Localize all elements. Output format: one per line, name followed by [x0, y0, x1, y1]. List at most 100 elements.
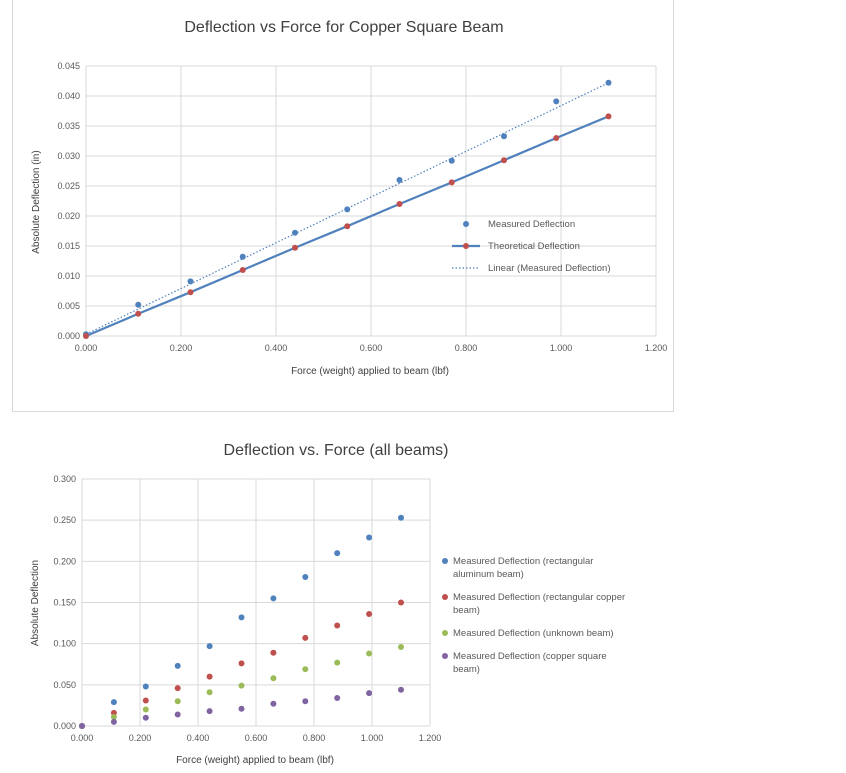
data-point: [396, 201, 403, 207]
legend-label: Measured Deflection: [488, 219, 575, 230]
legend-label: Measured Deflection (rectangular: [453, 556, 593, 567]
legend-entry: Measured Deflection (unknown beam): [442, 628, 614, 639]
data-point: [174, 662, 181, 669]
legend: Measured Deflection (rectangular aluminum…: [442, 556, 625, 675]
data-point: [142, 683, 149, 690]
y-axis-label: Absolute Deflection: [30, 560, 41, 646]
y-tick-label: 0.000: [53, 721, 76, 731]
data-point: [239, 267, 246, 273]
data-point: [398, 686, 404, 693]
gridlines: [81, 478, 431, 727]
data-point: [396, 177, 403, 183]
legend-label: beam): [453, 605, 480, 616]
data-point: [292, 244, 298, 251]
tick-labels: 0.000 0.005 0.010 0.015 0.020 0.025 0.030 0.035…: [57, 61, 667, 353]
y-tick-label: 0.030: [57, 151, 80, 161]
data-point: [270, 700, 277, 707]
x-tick-label: 1.000: [550, 343, 573, 353]
data-point: [366, 534, 373, 541]
y-tick-label: 0.300: [53, 474, 76, 484]
gridlines: [85, 65, 657, 337]
chart-title: Deflection vs Force for Copper Square Be…: [184, 19, 503, 36]
x-tick-label: 1.200: [419, 733, 442, 743]
chart-copper-square-beam: Deflection vs Force for Copper Square Be…: [12, 0, 674, 412]
data-point: [448, 157, 455, 164]
data-point: [238, 660, 245, 667]
data-point: [135, 310, 142, 317]
data-point: [187, 289, 194, 296]
y-tick-label: 0.040: [57, 91, 80, 101]
y-tick-label: 0.015: [57, 241, 80, 251]
chart-1-svg: Deflection vs Force for Copper Square Be…: [31, 19, 667, 377]
data-point: [174, 711, 181, 718]
x-tick-label: 0.600: [245, 733, 268, 743]
x-axis-label: Force (weight) applied to beam (lbf): [291, 366, 449, 377]
data-point: [334, 695, 341, 702]
data-point: [174, 685, 181, 692]
legend-marker: [442, 653, 448, 659]
chart-2-svg: Deflection vs. Force (all beams) 0.000 0.…: [30, 442, 625, 766]
data-point: [239, 253, 246, 260]
data-points: [83, 79, 612, 339]
data-point: [344, 223, 351, 230]
data-point: [501, 133, 507, 140]
x-tick-label: 1.000: [361, 733, 384, 743]
chart-title: Deflection vs. Force (all beams): [224, 442, 449, 459]
data-point: [605, 113, 612, 120]
data-point: [398, 643, 404, 650]
y-tick-label: 0.250: [53, 515, 76, 525]
data-points: [79, 514, 404, 729]
x-tick-label: 0.400: [265, 343, 288, 353]
legend-entry: Linear (Measured Deflection): [452, 263, 611, 274]
data-point: [79, 723, 85, 729]
data-point: [135, 301, 142, 308]
y-tick-label: 0.200: [53, 556, 76, 566]
x-tick-label: 1.200: [645, 343, 668, 353]
x-tick-label: 0.000: [75, 343, 98, 353]
trendline-series: [85, 82, 609, 335]
y-tick-label: 0.100: [53, 639, 76, 649]
chart-all-beams: Deflection vs. Force (all beams) 0.000 0.…: [0, 428, 846, 773]
legend-label: Measured Deflection (unknown beam): [453, 628, 614, 639]
data-point: [302, 666, 309, 673]
legend-marker: [463, 243, 469, 249]
y-tick-label: 0.020: [57, 211, 80, 221]
x-tick-label: 0.400: [187, 733, 210, 743]
legend-label: beam): [453, 664, 480, 675]
data-point: [398, 514, 404, 521]
data-point: [206, 673, 213, 680]
legend-label: Linear (Measured Deflection): [488, 263, 611, 274]
data-point: [366, 650, 373, 657]
data-point: [142, 706, 149, 713]
data-point: [501, 157, 507, 164]
data-point: [110, 713, 117, 720]
data-point: [83, 333, 89, 339]
data-point: [366, 690, 373, 697]
data-point: [334, 622, 341, 629]
data-point: [344, 206, 351, 213]
data-point: [270, 675, 277, 682]
y-tick-label: 0.005: [57, 301, 80, 311]
tick-labels: 0.000 0.050 0.100 0.150 0.200 0.250 0.300 0.000…: [53, 474, 441, 743]
data-point: [270, 649, 277, 656]
data-point: [187, 278, 194, 285]
data-point: [238, 614, 245, 621]
legend: Measured Deflection Theoretical Deflectio…: [452, 219, 611, 274]
data-point: [110, 709, 117, 716]
x-tick-label: 0.800: [303, 733, 326, 743]
y-tick-label: 0.010: [57, 271, 80, 281]
data-point: [605, 79, 612, 86]
legend-label: Measured Deflection (copper square: [453, 651, 607, 662]
data-point: [448, 179, 455, 186]
x-tick-label: 0.000: [71, 733, 94, 743]
data-point: [206, 689, 213, 696]
data-point: [174, 698, 181, 705]
legend-entry: Measured Deflection (rectangular copper b…: [442, 592, 625, 616]
legend-marker: [463, 221, 469, 227]
x-tick-label: 0.200: [170, 343, 193, 353]
x-tick-label: 0.200: [129, 733, 152, 743]
legend-marker: [442, 630, 448, 636]
y-tick-label: 0.150: [53, 598, 76, 608]
data-point: [110, 718, 117, 725]
data-point: [292, 229, 298, 236]
